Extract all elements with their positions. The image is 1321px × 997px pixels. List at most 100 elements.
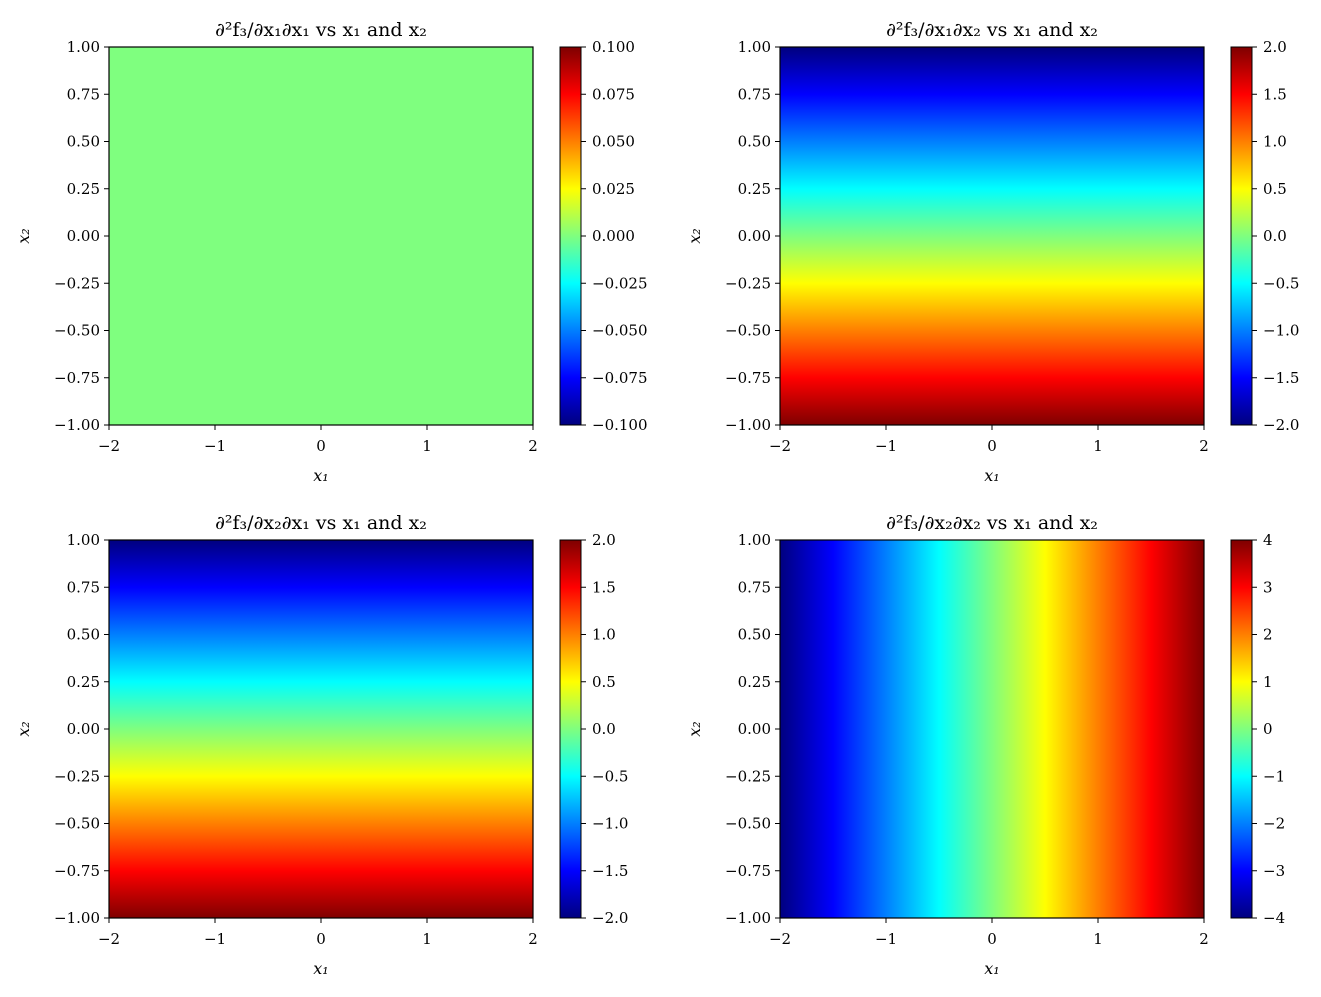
- x-axis-label: x₁: [313, 466, 328, 485]
- y-tick-label: 0.75: [738, 85, 771, 103]
- y-tick-label: 0.75: [67, 85, 100, 103]
- y-tick-label: −1.00: [725, 416, 771, 434]
- colorbar-tick-label: −1.5: [1263, 369, 1299, 387]
- colorbar-scale: [559, 539, 582, 919]
- colorbar-tick-label: −1: [1263, 767, 1285, 785]
- y-tick-label: −0.50: [54, 322, 100, 340]
- colorbar-tick-label: 0.000: [592, 227, 635, 245]
- y-tick-label: −1.00: [725, 909, 771, 927]
- colorbar-tick-label: 0.5: [1263, 180, 1287, 198]
- y-tick-label: 1.00: [738, 531, 771, 549]
- y-tick-label: 0.25: [67, 673, 100, 691]
- colorbar-tick-label: −2: [1263, 815, 1285, 833]
- y-tick-label: 1.00: [67, 38, 100, 56]
- y-axis-label: x₂: [685, 228, 704, 243]
- y-tick-label: 0.00: [738, 720, 771, 738]
- y-tick-label: 0.25: [738, 180, 771, 198]
- colorbar-tick-label: 1.0: [1263, 133, 1287, 151]
- heatmap-field: [109, 540, 533, 918]
- x-tick-label: −1: [875, 437, 897, 455]
- colorbar-scale: [1230, 539, 1253, 919]
- colorbar-tick-label: −0.050: [592, 322, 648, 340]
- colorbar-tick-label: −1.5: [592, 862, 628, 880]
- y-tick-label: −1.00: [54, 416, 100, 434]
- colorbar-tick-label: −1.0: [592, 815, 628, 833]
- heatmap-field: [109, 47, 533, 425]
- x-tick-label: 0: [987, 437, 997, 455]
- colorbar: −2.0 −1.5 −1.0 −0.5 0.0 0.5 1.0 1.5 2.0: [559, 531, 628, 927]
- y-tick-label: 1.00: [67, 531, 100, 549]
- colorbar-tick-label: −2.0: [592, 909, 628, 927]
- x-tick-label: 2: [1199, 930, 1209, 948]
- subplot-p4: −2 −1 0 1 2 −1.00 −0.75 −0.50 −0.25 0.00 0.25 0.50 0…: [685, 512, 1285, 978]
- colorbar-tick-label: 2.0: [1263, 38, 1287, 56]
- colorbar-tick-label: 2.0: [592, 531, 616, 549]
- colorbar: −2.0 −1.5 −1.0 −0.5 0.0 0.5 1.0 1.5 2.0: [1230, 38, 1299, 434]
- colorbar-tick-label: 0.100: [592, 38, 635, 56]
- y-tick-label: −0.25: [54, 274, 100, 292]
- subplot-title: ∂²f₃/∂x₂∂x₁ vs x₁ and x₂: [215, 512, 427, 534]
- colorbar-tick-label: −2.0: [1263, 416, 1299, 434]
- x-tick-label: 0: [316, 437, 326, 455]
- colorbar-tick-label: 0.0: [1263, 227, 1287, 245]
- heatmap-field: [780, 540, 1204, 918]
- colorbar-tick-label: 2: [1263, 626, 1273, 644]
- colorbar-scale: [559, 46, 582, 426]
- x-tick-label: −2: [769, 930, 791, 948]
- subplot-title: ∂²f₃/∂x₁∂x₂ vs x₁ and x₂: [886, 19, 1098, 41]
- colorbar-tick-label: −0.100: [592, 416, 648, 434]
- y-tick-label: 0.75: [67, 578, 100, 596]
- x-axis-label: x₁: [313, 959, 328, 978]
- y-axis-label: x₂: [14, 228, 33, 243]
- x-tick-label: 1: [1093, 930, 1103, 948]
- subplot-p2: −2 −1 0 1 2 −1.00 −0.75 −0.50 −0.25 0.00 0.25 0.50 0…: [685, 19, 1299, 485]
- colorbar-tick-label: −0.025: [592, 274, 648, 292]
- y-tick-label: 0.50: [67, 133, 100, 151]
- y-tick-label: −1.00: [54, 909, 100, 927]
- y-axis-label: x₂: [14, 721, 33, 736]
- x-tick-label: 1: [422, 930, 432, 948]
- y-tick-label: 0.75: [738, 578, 771, 596]
- colorbar-scale: [1230, 46, 1253, 426]
- x-tick-label: −2: [769, 437, 791, 455]
- colorbar-tick-label: 0.050: [592, 133, 635, 151]
- x-tick-label: −1: [204, 930, 226, 948]
- x-tick-label: 2: [528, 437, 538, 455]
- x-tick-label: 0: [987, 930, 997, 948]
- y-tick-label: −0.75: [725, 369, 771, 387]
- x-tick-label: 1: [1093, 437, 1103, 455]
- colorbar-tick-label: 0: [1263, 720, 1273, 738]
- y-tick-label: 0.25: [67, 180, 100, 198]
- y-tick-label: 0.00: [738, 227, 771, 245]
- x-tick-label: 2: [528, 930, 538, 948]
- colorbar-tick-label: −4: [1263, 909, 1285, 927]
- colorbar: −0.100 −0.075 −0.050 −0.025 0.000 0.025 0.050 0…: [559, 38, 648, 434]
- colorbar-tick-label: 0.025: [592, 180, 635, 198]
- subplot-title: ∂²f₃/∂x₁∂x₁ vs x₁ and x₂: [215, 19, 427, 41]
- y-tick-label: 0.50: [67, 626, 100, 644]
- subplot-title: ∂²f₃/∂x₂∂x₂ vs x₁ and x₂: [886, 512, 1098, 534]
- x-tick-label: 0: [316, 930, 326, 948]
- x-tick-label: −2: [98, 930, 120, 948]
- colorbar-tick-label: 0.075: [592, 85, 635, 103]
- x-tick-label: 1: [422, 437, 432, 455]
- colorbar-tick-label: −0.075: [592, 369, 648, 387]
- y-tick-label: 1.00: [738, 38, 771, 56]
- x-tick-label: 2: [1199, 437, 1209, 455]
- x-tick-label: −1: [875, 930, 897, 948]
- colorbar: −4 −3 −2 −1 0 1 2 3 4: [1230, 531, 1285, 927]
- subplot-p3: −2 −1 0 1 2 −1.00 −0.75 −0.50 −0.25 0.00 0.25 0.50 0…: [14, 512, 628, 978]
- y-tick-label: −0.25: [54, 767, 100, 785]
- colorbar-tick-label: 0.5: [592, 673, 616, 691]
- colorbar-tick-label: 1.5: [592, 578, 616, 596]
- colorbar-tick-label: 3: [1263, 578, 1273, 596]
- y-tick-label: −0.25: [725, 767, 771, 785]
- y-tick-label: 0.00: [67, 720, 100, 738]
- y-tick-label: −0.75: [54, 862, 100, 880]
- subplot-p1: −2 −1 0 1 2 −1.00 −0.75 −0.50 −0.25 0.00 0.25 0.50 0…: [14, 19, 648, 485]
- colorbar-tick-label: 1.0: [592, 626, 616, 644]
- y-tick-label: −0.75: [725, 862, 771, 880]
- heatmap-field: [780, 47, 1204, 425]
- y-tick-label: 0.50: [738, 626, 771, 644]
